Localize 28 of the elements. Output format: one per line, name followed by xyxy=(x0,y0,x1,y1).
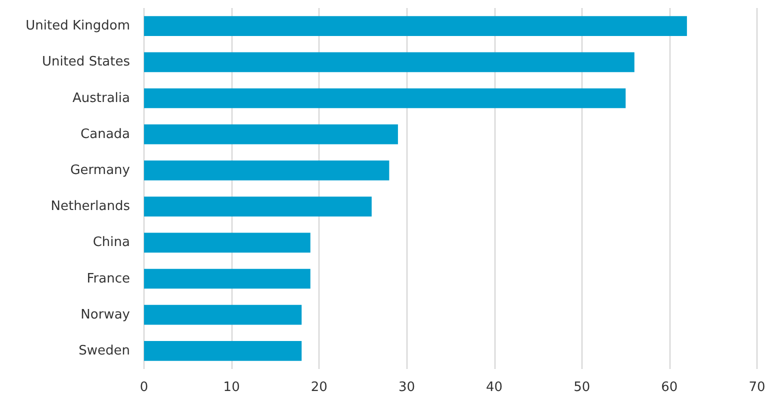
x-tick-label: 0 xyxy=(140,380,148,395)
x-tick-label: 50 xyxy=(574,380,590,395)
x-tick-label: 40 xyxy=(486,380,503,395)
y-tick-label: China xyxy=(92,235,130,250)
y-tick-label: France xyxy=(86,271,130,286)
y-tick-label: United States xyxy=(42,54,130,70)
x-tick-label: 30 xyxy=(398,380,415,395)
y-tick-label: Canada xyxy=(80,126,130,142)
bar xyxy=(144,232,310,253)
bar xyxy=(144,124,398,144)
bar xyxy=(144,88,626,108)
y-tick-label: Germany xyxy=(70,162,130,178)
bar xyxy=(144,268,310,289)
y-tick-label: Norway xyxy=(80,307,130,322)
bar xyxy=(144,304,302,325)
x-tick-label: 60 xyxy=(661,380,678,395)
bar xyxy=(144,16,687,36)
x-tick-label: 10 xyxy=(223,380,240,395)
y-tick-label: Netherlands xyxy=(50,199,130,214)
y-tick-label: United Kingdom xyxy=(26,18,130,34)
x-tick-label: 20 xyxy=(310,380,328,395)
x-tick-label: 70 xyxy=(748,380,766,395)
bar xyxy=(144,341,302,361)
y-tick-label: Sweden xyxy=(78,343,130,358)
y-tick-label: Australia xyxy=(72,90,130,106)
bar xyxy=(144,160,390,180)
bar xyxy=(144,196,372,216)
bar xyxy=(144,52,634,72)
